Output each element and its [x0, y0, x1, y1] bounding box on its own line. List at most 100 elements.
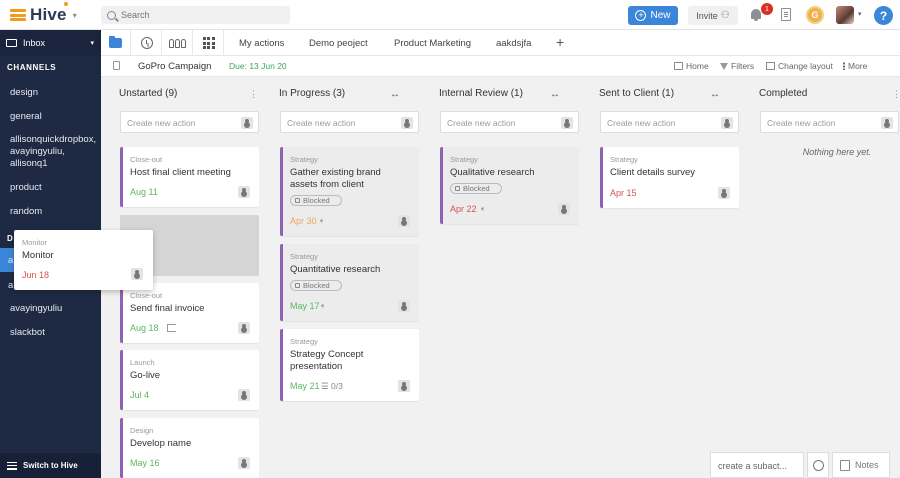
- avatar[interactable]: [836, 6, 854, 24]
- sidebar-active-item[interactable]: [0, 248, 14, 272]
- add-view-button[interactable]: +: [556, 34, 565, 50]
- user-icon[interactable]: [881, 117, 893, 129]
- coin-icon[interactable]: G: [806, 6, 824, 24]
- sidebar-channel-general[interactable]: general: [10, 111, 42, 122]
- action-card[interactable]: Launch Go-live Jul 4: [120, 350, 259, 410]
- flag-icon[interactable]: [167, 324, 176, 332]
- tab-aakdsjfa[interactable]: aakdsjfa: [496, 38, 532, 49]
- assignee-icon[interactable]: [398, 300, 410, 312]
- assignee-icon[interactable]: [558, 203, 570, 215]
- column-menu-icon[interactable]: ⋮: [249, 89, 258, 99]
- help-button[interactable]: ?: [874, 6, 893, 25]
- expand-arrows-icon[interactable]: ↔: [550, 89, 560, 100]
- view-people-button[interactable]: [163, 30, 193, 56]
- sidebar-channel-group[interactable]: allisonquickdropbox, avayingyuliu, allis…: [10, 134, 97, 169]
- card-due-date[interactable]: Jul 4: [130, 390, 150, 400]
- card-due-date[interactable]: May 21: [290, 381, 320, 391]
- action-card[interactable]: Strategy Strategy Concept presentation M…: [280, 329, 419, 401]
- new-button[interactable]: + New: [628, 6, 678, 25]
- subaction-input[interactable]: create a subact...: [710, 452, 804, 478]
- more-vertical-icon: [843, 62, 845, 70]
- user-icon[interactable]: [401, 117, 413, 129]
- pin-icon[interactable]: [113, 61, 120, 70]
- assignee-icon[interactable]: [398, 380, 410, 392]
- history-button[interactable]: [807, 452, 829, 478]
- view-timeline-button[interactable]: [132, 30, 162, 56]
- action-card[interactable]: Strategy Quantitative research Blocked M…: [280, 244, 419, 321]
- action-card[interactable]: Strategy Qualitative research Blocked Ap…: [440, 147, 579, 224]
- switch-to-hive-button[interactable]: Switch to Hive: [0, 453, 101, 478]
- create-action-placeholder: Create new action: [127, 118, 196, 128]
- column-internal-review: Internal Review (1) ↔ Create new action …: [421, 77, 579, 478]
- expand-arrows-icon[interactable]: ↔: [390, 89, 400, 100]
- view-kanban-button[interactable]: [101, 30, 131, 56]
- sidebar-dm-partial-1[interactable]: a: [8, 255, 14, 266]
- filters-button[interactable]: Filters: [720, 61, 754, 71]
- card-due-date[interactable]: Apr 15: [610, 188, 637, 198]
- create-action-input[interactable]: Create new action: [760, 111, 899, 133]
- create-action-input[interactable]: Create new action: [440, 111, 579, 133]
- sidebar-inbox[interactable]: Inbox ▾: [0, 30, 101, 56]
- bell-icon[interactable]: [750, 8, 763, 22]
- user-icon[interactable]: [721, 117, 733, 129]
- card-due-date[interactable]: Apr 30: [290, 216, 317, 226]
- search-input[interactable]: [121, 10, 281, 20]
- user-icon[interactable]: [241, 117, 253, 129]
- dragged-card[interactable]: Monitor Monitor Jun 18: [14, 230, 153, 290]
- assignee-icon[interactable]: [398, 215, 410, 227]
- action-card[interactable]: Close-out Send final invoice Aug 18: [120, 283, 259, 343]
- search-bar[interactable]: [101, 6, 290, 24]
- change-layout-button[interactable]: Change layout: [766, 61, 833, 71]
- column-menu-icon[interactable]: ⋮: [892, 89, 900, 99]
- invite-button-label: Invite: [696, 10, 718, 21]
- assignee-icon[interactable]: [238, 389, 250, 401]
- tab-demo-peoject[interactable]: Demo peoject: [309, 38, 368, 49]
- sidebar-channel-design[interactable]: design: [10, 87, 38, 98]
- card-due-date[interactable]: Aug 18: [130, 323, 159, 333]
- create-action-input[interactable]: Create new action: [120, 111, 259, 133]
- sidebar-channel-random[interactable]: random: [10, 206, 43, 217]
- avatar-chevron-down-icon[interactable]: ▾: [858, 11, 862, 18]
- kanban-board: Unstarted (9) ⋮ Create new action Close-…: [101, 77, 900, 478]
- assignee-icon[interactable]: [131, 268, 143, 280]
- hive-logo[interactable]: Hive ▾: [10, 4, 77, 26]
- create-action-input[interactable]: Create new action: [280, 111, 419, 133]
- checklist-icon: ☰: [321, 381, 329, 391]
- card-title: Develop name: [130, 438, 192, 449]
- sidebar-dm-slackbot[interactable]: slackbot: [10, 327, 45, 338]
- user-icon[interactable]: [561, 117, 573, 129]
- tab-product-marketing[interactable]: Product Marketing: [394, 38, 472, 49]
- action-card[interactable]: Design Develop name May 16: [120, 418, 259, 478]
- card-due-date[interactable]: May 16: [130, 458, 160, 468]
- action-card[interactable]: Strategy Gather existing brand assets fr…: [280, 147, 419, 236]
- invite-button[interactable]: Invite ⚇: [688, 6, 738, 25]
- assignee-icon[interactable]: [718, 187, 730, 199]
- card-due-date[interactable]: Aug 11: [130, 187, 158, 197]
- column-in-progress: In Progress (3) ↔ Create new action Stra…: [261, 77, 419, 478]
- project-title[interactable]: GoPro Campaign: [138, 61, 212, 72]
- more-button[interactable]: More: [843, 61, 867, 71]
- tab-my-actions[interactable]: My actions: [239, 38, 285, 49]
- action-card[interactable]: Strategy Client details survey Apr 15: [600, 147, 739, 208]
- blocked-badge: Blocked: [290, 195, 342, 206]
- card-category: Design: [130, 426, 154, 435]
- assignee-icon[interactable]: [238, 457, 250, 469]
- sidebar-channel-product[interactable]: product: [10, 182, 42, 193]
- card-due-date[interactable]: May 17: [290, 301, 320, 311]
- home-button[interactable]: Home: [674, 61, 709, 71]
- assignee-icon[interactable]: [238, 322, 250, 334]
- card-due-date[interactable]: Apr 22: [450, 204, 477, 214]
- document-icon[interactable]: [781, 8, 791, 21]
- envelope-icon: [6, 39, 17, 47]
- create-action-input[interactable]: Create new action: [600, 111, 739, 133]
- notes-button[interactable]: Notes: [832, 452, 890, 478]
- column-title: Completed: [759, 88, 808, 99]
- action-card[interactable]: Close-out Host final client meeting Aug …: [120, 147, 259, 207]
- expand-arrows-icon[interactable]: ↔: [710, 89, 720, 100]
- blocked-label: Blocked: [303, 281, 330, 290]
- card-due-date[interactable]: Jun 18: [22, 270, 50, 280]
- assignee-icon[interactable]: [238, 186, 250, 198]
- view-grid-button[interactable]: [194, 30, 224, 56]
- sidebar-dm-avayingyuliu[interactable]: avayingyuliu: [10, 303, 63, 314]
- sidebar-dm-partial-2[interactable]: a: [8, 280, 14, 291]
